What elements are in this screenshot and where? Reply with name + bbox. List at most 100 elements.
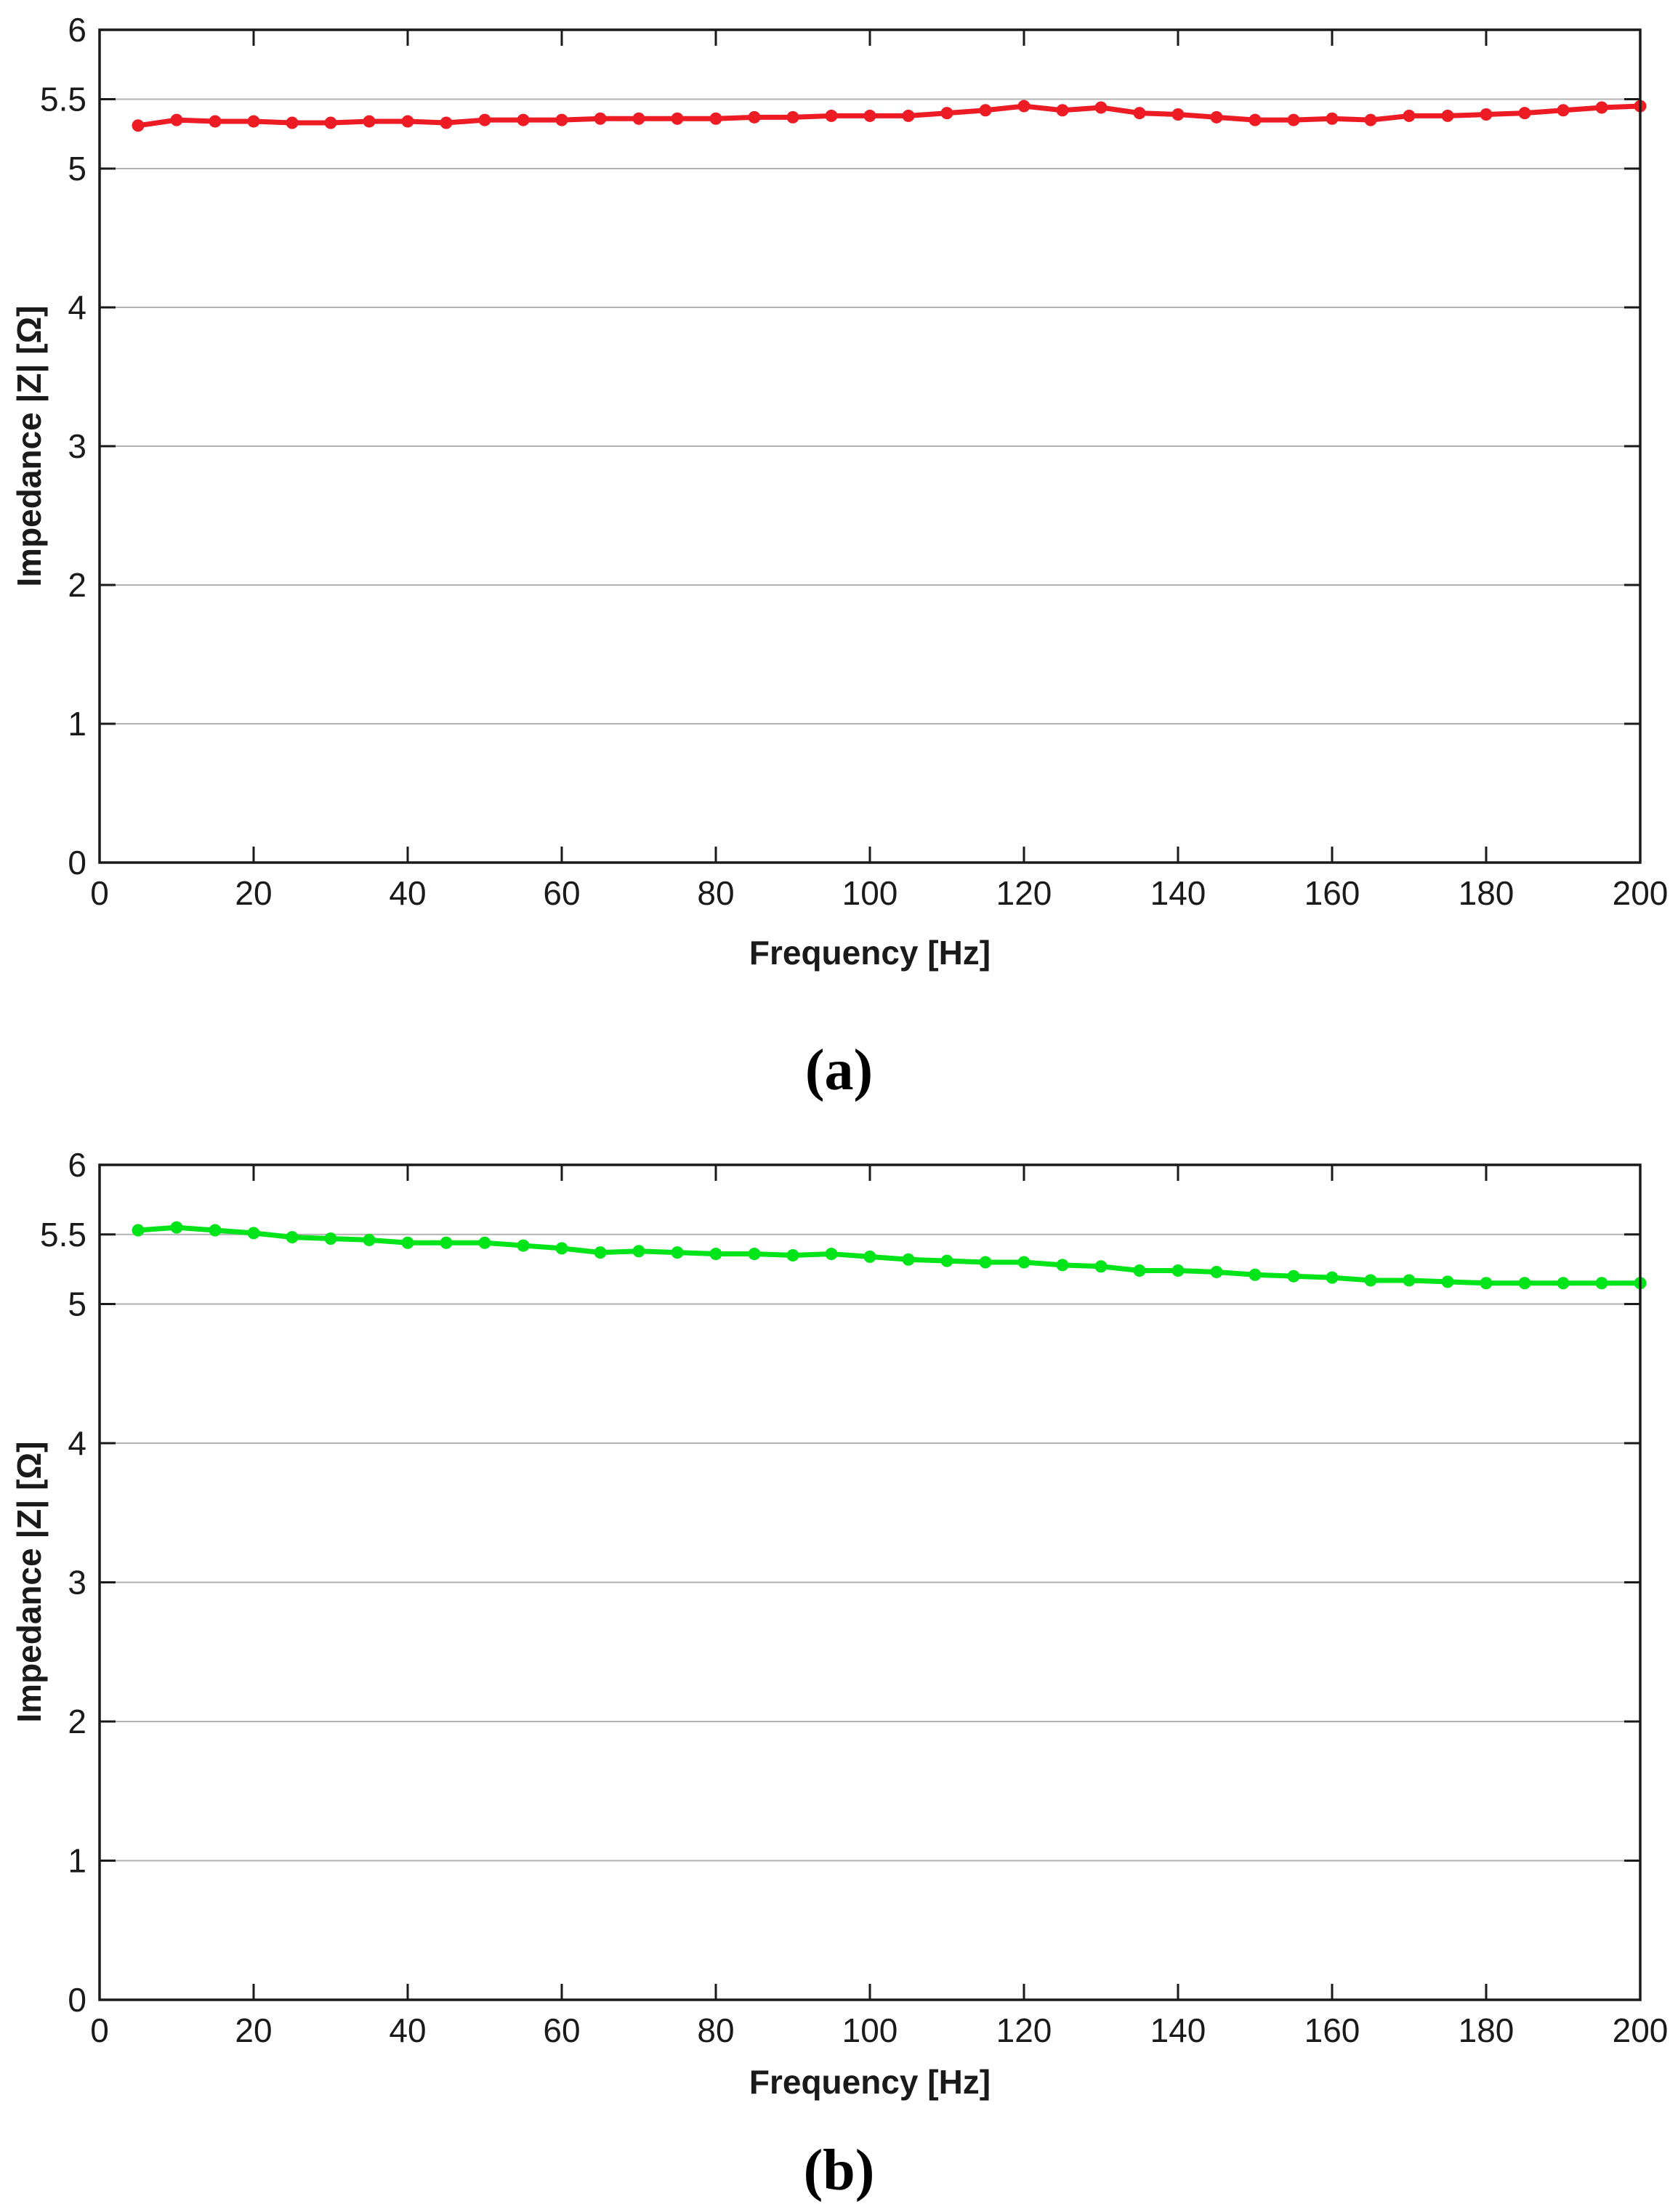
data-point <box>709 112 722 125</box>
x-tick-label: 140 <box>1150 874 1206 912</box>
data-point <box>1403 109 1416 122</box>
data-point <box>517 1239 530 1252</box>
data-point <box>1557 104 1570 117</box>
data-point <box>1326 1271 1339 1284</box>
y-tick-label: 3 <box>68 427 86 465</box>
data-point <box>132 119 145 132</box>
series-line-b <box>135 1224 1643 1286</box>
data-point <box>1595 1277 1608 1290</box>
x-tick-label: 160 <box>1304 2011 1360 2049</box>
data-point <box>132 1224 145 1237</box>
data-point <box>902 1253 915 1266</box>
data-point <box>478 1236 491 1249</box>
data-point <box>1133 1264 1146 1277</box>
y-tick-label: 6 <box>68 11 86 49</box>
y-tick-label: 2 <box>68 566 86 604</box>
x-tick-label: 0 <box>90 2011 109 2049</box>
x-tick-label: 120 <box>996 874 1052 912</box>
data-point <box>825 109 838 122</box>
data-point <box>170 113 183 126</box>
y-tick-label: 4 <box>68 288 86 326</box>
y-tick-label: 0 <box>68 844 86 881</box>
data-point <box>1133 107 1146 120</box>
y-tick-label: 0 <box>68 1981 86 2019</box>
data-point <box>940 107 953 120</box>
data-point <box>1171 1264 1185 1277</box>
data-point <box>1171 108 1185 121</box>
data-point <box>363 115 376 128</box>
data-point <box>632 1245 645 1258</box>
data-point <box>286 1231 299 1244</box>
data-point <box>1094 1260 1108 1273</box>
data-point <box>1441 109 1454 122</box>
y-tick-label: 4 <box>68 1424 86 1462</box>
y-tick-label: 5.5 <box>40 81 86 118</box>
data-point <box>517 113 530 126</box>
data-point <box>1017 1256 1030 1269</box>
data-point <box>825 1248 838 1261</box>
data-point <box>1480 1277 1493 1290</box>
y-tick-label: 5 <box>68 1285 86 1323</box>
data-point <box>1056 104 1069 117</box>
chart-b: 0 20 40 60 80 100 120 140 160 180 200 0 1 2 3 4 5 5.5 6 <box>40 1146 1668 2049</box>
data-point <box>209 1224 222 1237</box>
data-point <box>709 1248 722 1261</box>
data-point <box>594 112 607 125</box>
y-tick-label: 3 <box>68 1564 86 1602</box>
x-tick-label: 180 <box>1459 2011 1514 2049</box>
data-point <box>902 109 915 122</box>
data-point <box>786 1248 799 1262</box>
y-axis-label-a: Impedance |Z| [Ω] <box>10 305 48 587</box>
x-tick-label: 20 <box>235 2011 272 2049</box>
data-point <box>324 116 337 129</box>
x-tick-label: 100 <box>842 2011 898 2049</box>
data-point <box>671 112 684 125</box>
data-point <box>1094 101 1108 114</box>
data-point <box>363 1233 376 1246</box>
x-tick-label: 140 <box>1150 2011 1206 2049</box>
data-point <box>1480 108 1493 121</box>
x-axis-label-b: Frequency [Hz] <box>749 2063 991 2101</box>
x-tick-label: 20 <box>235 874 272 912</box>
data-point <box>247 115 260 128</box>
data-point <box>1557 1277 1570 1290</box>
data-point <box>748 110 761 124</box>
x-tick-label: 100 <box>842 874 898 912</box>
data-point <box>1364 1274 1377 1287</box>
data-point <box>1518 107 1531 120</box>
x-tick-label: 40 <box>389 874 426 912</box>
x-tick-label: 80 <box>697 874 734 912</box>
data-point <box>748 1248 761 1261</box>
data-point <box>1287 1270 1300 1283</box>
data-point <box>940 1254 953 1267</box>
data-point <box>979 104 992 117</box>
x-tick-label: 80 <box>697 2011 734 2049</box>
data-point <box>1518 1277 1531 1290</box>
x-tick-label: 60 <box>543 874 580 912</box>
data-point <box>1441 1275 1454 1288</box>
data-point <box>632 112 645 125</box>
y-tick-label: 5 <box>68 150 86 187</box>
data-point <box>324 1232 337 1245</box>
data-point <box>1017 100 1030 113</box>
x-tick-label: 200 <box>1613 874 1669 912</box>
y-tick-label: 2 <box>68 1703 86 1740</box>
data-point <box>401 115 414 128</box>
y-tick-label: 1 <box>68 1842 86 1880</box>
data-point <box>1249 1268 1262 1281</box>
data-point <box>440 116 453 129</box>
x-axis-label-a: Frequency [Hz] <box>749 934 991 972</box>
data-point <box>1249 113 1262 126</box>
data-point <box>440 1236 453 1249</box>
caption-b: (b) <box>803 2139 875 2203</box>
x-tick-label: 180 <box>1459 874 1514 912</box>
data-point <box>979 1256 992 1269</box>
chart-a: 0 20 40 60 80 100 120 140 160 180 200 0 1 2 3 4 5 5.5 6 <box>40 11 1668 912</box>
y-tick-label: 6 <box>68 1146 86 1184</box>
data-point <box>1210 1265 1223 1278</box>
x-tick-label: 60 <box>543 2011 580 2049</box>
data-point <box>555 113 568 126</box>
data-point <box>401 1236 414 1249</box>
data-point <box>863 109 876 122</box>
data-point <box>478 113 491 126</box>
